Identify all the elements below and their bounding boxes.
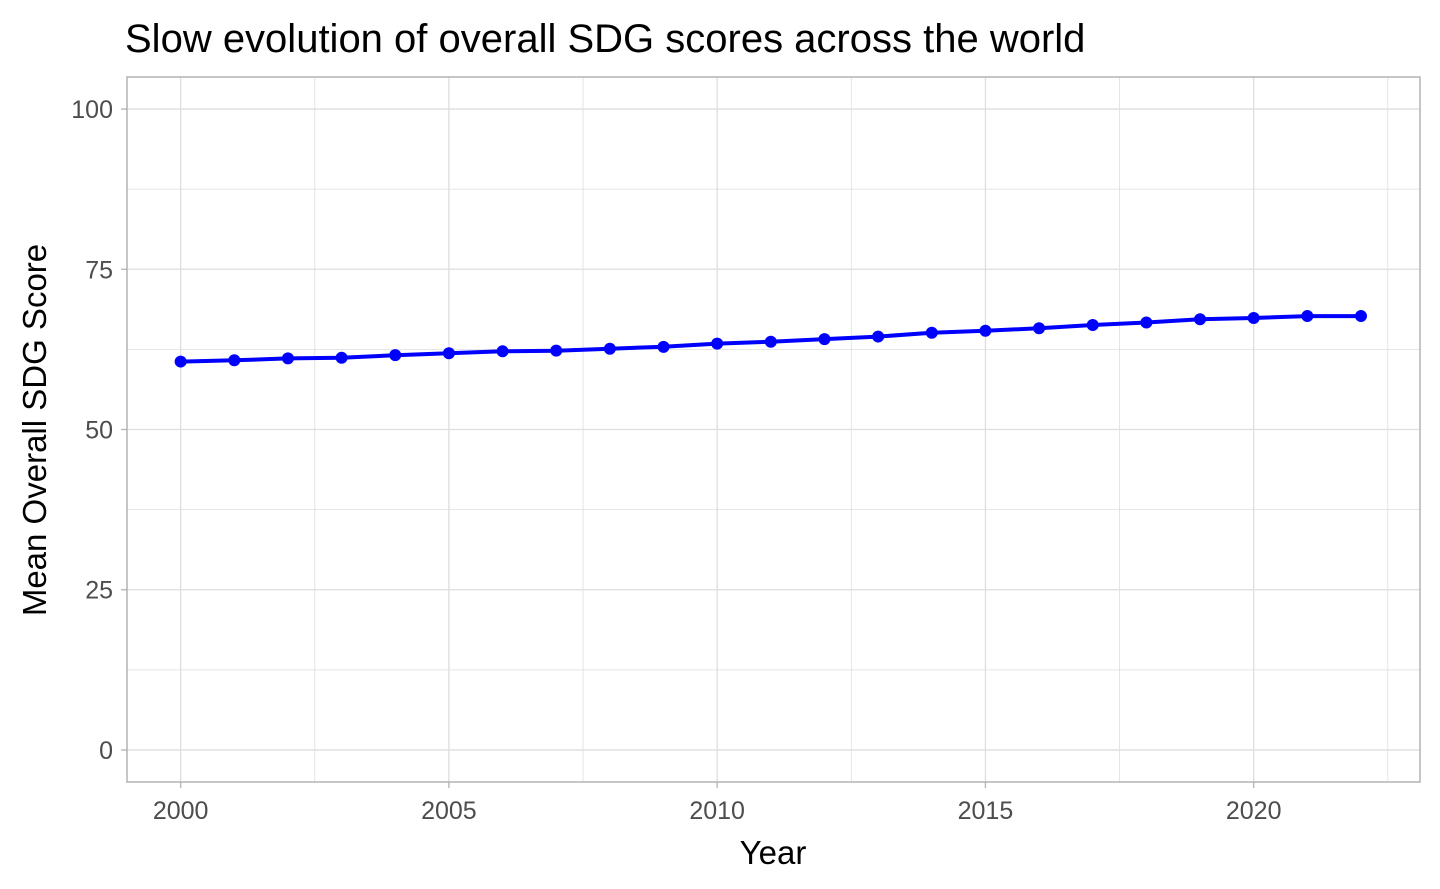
- x-tick-label: 2020: [1226, 797, 1282, 825]
- x-tick-label: 2000: [153, 797, 209, 825]
- data-point: [442, 347, 455, 360]
- data-point: [228, 354, 241, 367]
- data-point: [657, 340, 670, 353]
- data-point: [550, 344, 563, 357]
- x-axis: 2000 2005 2010 2015 2020: [153, 782, 1282, 825]
- x-tick-label: 2005: [421, 797, 477, 825]
- data-point: [603, 342, 616, 355]
- data-point: [389, 349, 402, 362]
- data-point: [1140, 316, 1153, 329]
- data-point: [1247, 311, 1260, 324]
- data-point: [1086, 319, 1099, 332]
- data-point: [764, 335, 777, 348]
- series-layer: [174, 310, 1367, 368]
- x-tick-label: 2010: [689, 797, 745, 825]
- data-point: [174, 355, 187, 368]
- grid-lines: [127, 77, 1420, 782]
- data-point: [872, 330, 885, 343]
- x-tick-label: 2015: [958, 797, 1014, 825]
- y-tick-label: 0: [99, 737, 113, 765]
- y-axis: 0 25 50 75 100: [71, 96, 127, 765]
- data-point: [818, 333, 831, 346]
- data-point: [1194, 313, 1207, 326]
- y-tick-label: 75: [85, 256, 113, 284]
- data-point: [979, 324, 992, 337]
- data-point: [335, 351, 348, 364]
- data-point: [1354, 310, 1367, 323]
- y-tick-label: 100: [71, 96, 113, 124]
- y-tick-label: 50: [85, 417, 113, 445]
- y-tick-label: 25: [85, 577, 113, 605]
- data-point: [281, 352, 294, 365]
- data-point: [1033, 322, 1046, 335]
- data-point: [496, 345, 509, 358]
- data-point: [1301, 310, 1314, 323]
- y-axis-title: Mean Overall SDG Score: [16, 244, 53, 616]
- x-axis-title: Year: [740, 834, 807, 871]
- chart-title: Slow evolution of overall SDG scores acr…: [125, 17, 1085, 61]
- data-point: [711, 337, 724, 350]
- data-point: [925, 326, 938, 339]
